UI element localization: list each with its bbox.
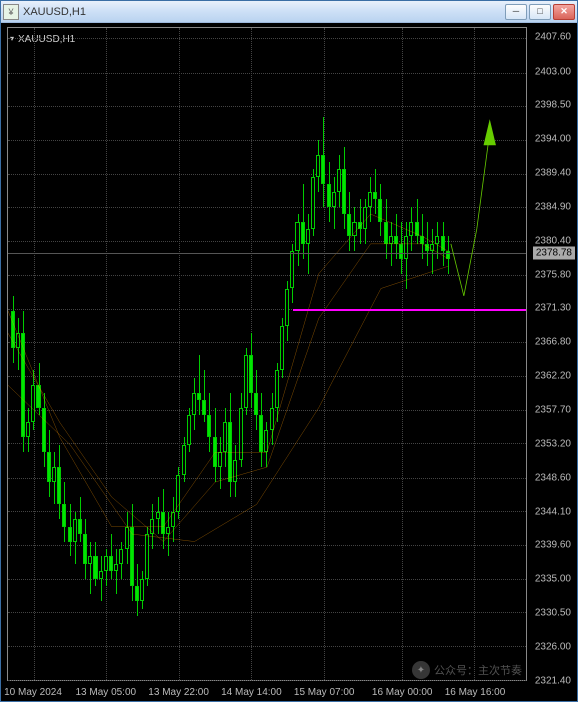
watermark-icon: ✦ xyxy=(412,661,430,679)
minimize-button[interactable]: ─ xyxy=(505,4,527,20)
app-icon: ¥ xyxy=(3,4,19,20)
y-axis: 2407.602403.002398.502394.002389.402384.… xyxy=(527,27,577,681)
price-chart[interactable]: ▾ XAUUSD,H1 xyxy=(7,27,527,681)
chart-area[interactable]: ▾ XAUUSD,H1 2407.602403.002398.502394.00… xyxy=(1,23,577,701)
titlebar[interactable]: ¥ XAUUSD,H1 ─ □ ✕ xyxy=(1,1,577,23)
watermark: ✦ 公众号：主次节奏 xyxy=(412,661,522,679)
window-controls: ─ □ ✕ xyxy=(505,4,575,20)
app-window: ¥ XAUUSD,H1 ─ □ ✕ ▾ XAUUSD,H1 2407.60240… xyxy=(0,0,578,702)
close-button[interactable]: ✕ xyxy=(553,4,575,20)
maximize-button[interactable]: □ xyxy=(529,4,551,20)
window-title: XAUUSD,H1 xyxy=(23,6,505,18)
x-axis: 10 May 202413 May 05:0013 May 22:0014 Ma… xyxy=(7,681,527,701)
watermark-text: 公众号：主次节奏 xyxy=(434,662,522,678)
